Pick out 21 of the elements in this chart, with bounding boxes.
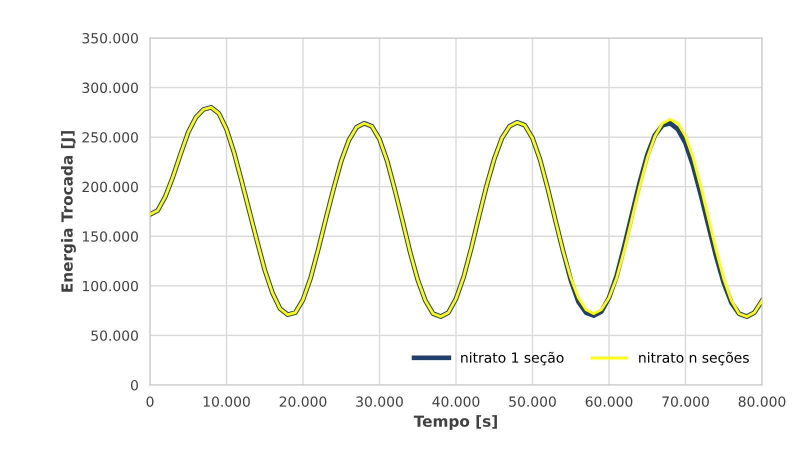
y-tick-label: 300.000 [82, 82, 138, 94]
x-tick-label: 10.000 [204, 396, 250, 407]
x-axis-title: Tempo [s] [414, 415, 497, 430]
y-axis-title: Energia Trocada [J] [60, 131, 76, 292]
y-tick-label: 100.000 [82, 280, 138, 292]
x-tick-label: 20.000 [280, 396, 326, 407]
x-tick-label: 30.000 [356, 396, 403, 407]
y-tick-label: 0 [130, 380, 138, 390]
y-tick-label: 150.000 [82, 231, 138, 242]
x-tick-label: 40.000 [432, 396, 480, 407]
y-tick-label: 200.000 [82, 182, 138, 192]
x-tick-label: 0 [146, 396, 154, 407]
y-tick-label: 50.000 [91, 330, 138, 341]
x-tick-label: 50.000 [509, 396, 556, 407]
x-tick-label: 70.000 [662, 396, 709, 407]
y-tick-label: 350.000 [82, 32, 138, 44]
legend-label: nitrato 1 seção [461, 352, 564, 366]
x-tick-label: 60.000 [586, 396, 632, 407]
legend-label: nitrato n seções [639, 352, 749, 366]
x-tick-label: 80.000 [738, 396, 786, 407]
y-tick-label: 250.000 [82, 132, 138, 143]
